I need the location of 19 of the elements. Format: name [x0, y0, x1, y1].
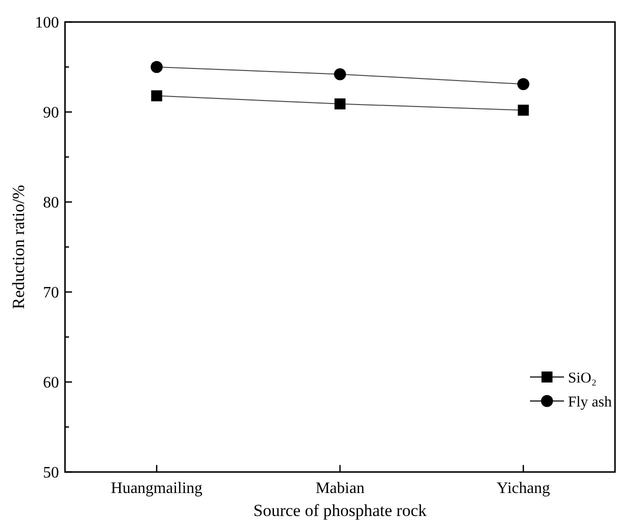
y-tick-label: 70 [43, 284, 59, 302]
y-tick-label: 60 [43, 374, 59, 392]
legend-label: SiO₂ [568, 370, 597, 386]
point [517, 78, 530, 90]
y-tick-label: 80 [43, 194, 59, 212]
x-tick-label: Mabian [316, 480, 364, 497]
y-tick-label: 50 [43, 464, 59, 482]
y-axis-title: Reduction ratio/% [9, 184, 28, 310]
point [334, 68, 346, 80]
y-tick-label: 90 [43, 104, 59, 122]
y-tick-label: 100 [35, 14, 59, 32]
legend-label: Fly ash [568, 394, 612, 410]
x-tick-label: Yichang [496, 480, 550, 497]
point [151, 90, 162, 102]
x-tick-label: Huangmailing [110, 480, 202, 497]
point [518, 104, 529, 116]
point [334, 98, 346, 110]
point [150, 61, 163, 73]
x-axis-title: Source of phosphate rock [253, 501, 428, 520]
